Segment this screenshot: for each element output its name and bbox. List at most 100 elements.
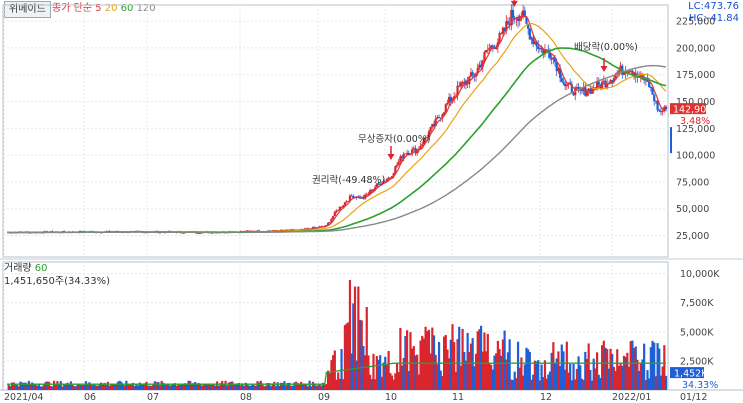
candle-body	[389, 177, 392, 179]
volume-bar	[137, 385, 140, 390]
candle-body	[424, 137, 427, 139]
volume-bar	[7, 384, 10, 390]
volume-bar	[133, 386, 136, 390]
time-tick-label: 09	[318, 392, 330, 403]
last-price-change: 3.48%	[680, 116, 710, 127]
volume-bar	[14, 383, 17, 390]
volume-bar	[592, 358, 595, 390]
volume-bar	[315, 385, 318, 390]
volume-bar	[550, 352, 553, 390]
volume-bar	[234, 384, 237, 390]
volume-bar	[44, 381, 47, 390]
candle-body	[195, 232, 199, 234]
candle-body	[619, 65, 622, 72]
candle-body	[560, 77, 563, 82]
volume-bar	[345, 323, 348, 390]
candle-body	[421, 144, 424, 146]
volume-bar	[106, 381, 109, 390]
volume-bar	[453, 342, 456, 390]
candle-body	[632, 73, 636, 75]
candle-body	[313, 227, 316, 229]
volume-bar	[227, 382, 231, 390]
volume-bar	[84, 381, 88, 390]
candle-body	[399, 156, 402, 162]
candle-body	[522, 10, 525, 16]
volume-bar	[175, 385, 178, 390]
volume-bar	[422, 338, 426, 390]
volume-bar	[140, 384, 143, 390]
volume-bar	[200, 385, 204, 390]
volume-bar	[26, 384, 29, 390]
volume-bar	[488, 363, 491, 390]
volume-legend-ma: 60	[34, 263, 48, 274]
volume-bar	[157, 381, 160, 390]
volume-bar	[15, 384, 19, 390]
price-tick-label: 25,000	[676, 231, 709, 242]
volume-bar	[392, 379, 395, 390]
time-tick-label: 2021/04	[4, 392, 43, 403]
volume-bar	[638, 370, 641, 390]
candle-body	[595, 81, 599, 90]
volume-bar	[604, 347, 607, 390]
volume-bar	[557, 351, 560, 390]
candle-body	[570, 84, 573, 93]
volume-bar	[400, 365, 404, 390]
candle-body	[513, 17, 516, 19]
volume-bar	[599, 378, 602, 390]
candle-body	[590, 87, 594, 94]
volume-bar	[274, 386, 278, 390]
volume-bar	[636, 359, 639, 390]
candle-body	[330, 218, 333, 223]
candle-body	[328, 222, 331, 223]
candle-body	[643, 79, 646, 81]
candle-body	[197, 233, 200, 234]
candle-body	[394, 166, 397, 174]
volume-bar	[224, 380, 227, 390]
volume-bar	[464, 360, 468, 390]
volume-bar	[437, 341, 441, 390]
volume-bar	[27, 380, 30, 390]
volume-bar	[179, 385, 182, 390]
candle-body	[437, 117, 441, 118]
volume-bar	[325, 383, 328, 390]
volume-bar	[266, 382, 269, 390]
candle-body	[400, 156, 404, 159]
volume-bar	[293, 382, 296, 390]
volume-bar	[258, 382, 261, 390]
volume-bar	[281, 382, 284, 390]
candle-body	[654, 100, 658, 102]
candle-body	[486, 49, 489, 51]
volume-bar	[562, 351, 565, 390]
volume-bar	[495, 353, 498, 390]
volume-bar	[427, 329, 431, 390]
candle-body	[427, 131, 431, 138]
volume-bar	[91, 385, 94, 390]
volume-bar	[560, 344, 563, 390]
price-tick-label: 100,000	[676, 151, 715, 162]
dividend-arrow	[600, 66, 608, 72]
candle-body	[406, 152, 409, 155]
candle-body	[369, 190, 372, 194]
volume-legend-title: 거래량	[4, 263, 32, 274]
volume-bar	[490, 364, 493, 390]
candle-body	[602, 80, 605, 82]
volume-bar	[624, 357, 627, 390]
volume-bar	[570, 380, 573, 390]
candle-body	[387, 177, 390, 180]
volume-bar	[407, 371, 410, 390]
volume-bar	[100, 382, 103, 390]
time-tick-label: 01/12	[680, 392, 707, 403]
volume-bar	[128, 384, 131, 390]
volume-bar	[36, 385, 39, 390]
volume-bar	[587, 343, 590, 390]
volume-bar	[522, 375, 525, 390]
candle-body	[538, 47, 542, 50]
volume-bar	[530, 379, 533, 390]
candle-body	[382, 180, 385, 184]
volume-bar	[661, 366, 664, 390]
volume-bar	[616, 349, 619, 390]
volume-bar	[320, 385, 323, 390]
time-tick-label: 10	[385, 392, 397, 403]
candle-body	[496, 42, 499, 47]
